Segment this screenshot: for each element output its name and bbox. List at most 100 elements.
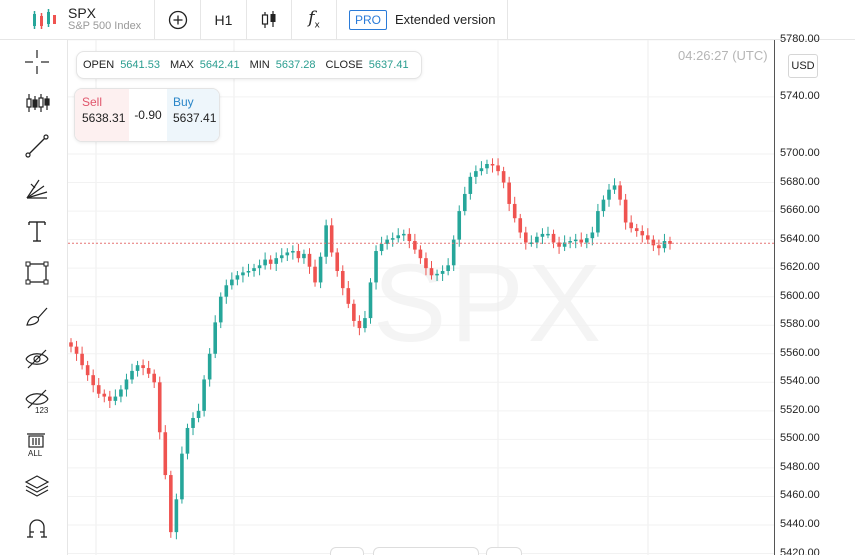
chart-area[interactable]: SPX OPEN 5641.53 MAX 5642.41 MIN 5637.28… [68,33,855,555]
candle [407,233,412,242]
fib-tool-icon [26,179,48,199]
candle [180,453,184,500]
chart-type-button[interactable] [247,0,292,39]
candle [185,427,190,454]
drawing-toolbar: 123 ALL [0,40,68,555]
buy-button[interactable]: Buy 5637.41 [167,89,219,141]
candle [96,385,101,394]
candle [296,251,301,259]
plus-circle-icon [168,10,187,29]
candle [385,239,389,244]
candle [490,163,495,166]
trend-line-icon [25,134,49,158]
candle [357,320,362,329]
add-indicator-button[interactable] [155,0,201,39]
timeframe-button[interactable]: H1 [201,0,247,39]
hide-labels-tool[interactable]: 123 [24,385,64,417]
candle [435,273,439,276]
price-tick-label: 5480.00 [780,460,820,473]
close-label: CLOSE [325,59,363,71]
candle [252,268,256,272]
candle [91,375,95,386]
sell-button[interactable]: Sell 5638.31 [75,89,129,141]
extended-version-button[interactable]: PRO Extended version [337,0,509,39]
extended-version-label: Extended version [395,12,496,27]
price-scale[interactable]: 5780.00 5740.00 5700.00 5680.00 5660.00 5640.… [774,33,855,555]
currency-button[interactable]: USD [788,54,818,78]
candle [135,365,140,371]
candle [257,265,262,269]
candle [612,185,617,190]
price-tick-label: 5540.00 [780,375,820,388]
candle [474,171,478,177]
sell-label: Sell [82,95,103,109]
scroll-control[interactable] [373,547,479,555]
price-tick-label: 5460.00 [780,489,820,502]
zoom-in-button[interactable] [486,547,522,555]
candle [274,258,279,264]
candle [535,236,539,243]
trade-panel: Sell 5638.31 -0.90 Buy 5637.41 [74,88,220,142]
trend-line-tool[interactable] [24,130,64,162]
candle [340,271,345,289]
hide-drawings-tool[interactable] [24,343,64,375]
candle [629,222,633,229]
candle [651,239,656,246]
instrument-selector[interactable]: SPX S&P 500 Index [0,0,155,39]
pro-badge: PRO [349,9,388,30]
delete-all-label: ALL [28,449,43,458]
price-tick-label: 5420.00 [780,546,820,555]
candle [318,256,323,283]
layers-tool[interactable] [24,470,64,502]
magnet-icon [27,519,47,538]
price-tick-label: 5780.00 [780,32,820,45]
open-value: 5641.53 [120,59,160,71]
function-icon: fx [308,8,320,31]
candle [157,382,162,433]
symbol-label: SPX [68,5,97,22]
candle [202,379,206,411]
candle [85,365,90,376]
crosshair-tool[interactable] [24,46,64,78]
candle [191,417,195,428]
indicators-tool[interactable] [24,87,64,119]
candle [485,163,489,169]
candlestick-icon [261,10,276,28]
candlestick-chart[interactable] [68,40,774,555]
indicators-button[interactable]: fx [292,0,337,39]
price-tick-label: 5700.00 [780,147,820,159]
zoom-out-button[interactable] [330,547,364,555]
candle [662,241,667,249]
price-tick-label: 5620.00 [780,261,820,274]
candle [590,232,595,239]
candle [623,199,628,223]
candle [446,265,450,272]
rectangle-icon [25,261,49,285]
candle [163,432,168,476]
candle [390,238,395,240]
delete-all-icon: ALL [27,433,45,458]
candle [268,259,273,264]
candle [235,275,240,280]
min-label: MIN [249,59,270,71]
text-tool[interactable] [24,215,64,247]
delete-all-tool[interactable]: ALL [24,428,64,460]
candle [169,475,173,533]
instrument-name: S&P 500 Index [68,20,142,33]
candle [618,185,622,200]
magnet-tool[interactable] [24,512,64,544]
candle [324,225,328,257]
ohlc-panel: OPEN 5641.53 MAX 5642.41 MIN 5637.28 CLO… [76,51,422,79]
rectangle-tool[interactable] [24,257,64,289]
candle [302,253,306,259]
candle [213,322,218,354]
candle [634,228,639,232]
candle [263,259,267,266]
brush-tool[interactable] [24,300,64,332]
candle [102,393,107,397]
candle [568,241,572,243]
candle [246,271,251,273]
candle [468,176,473,194]
candle [218,296,223,323]
fib-tool[interactable] [24,173,64,205]
